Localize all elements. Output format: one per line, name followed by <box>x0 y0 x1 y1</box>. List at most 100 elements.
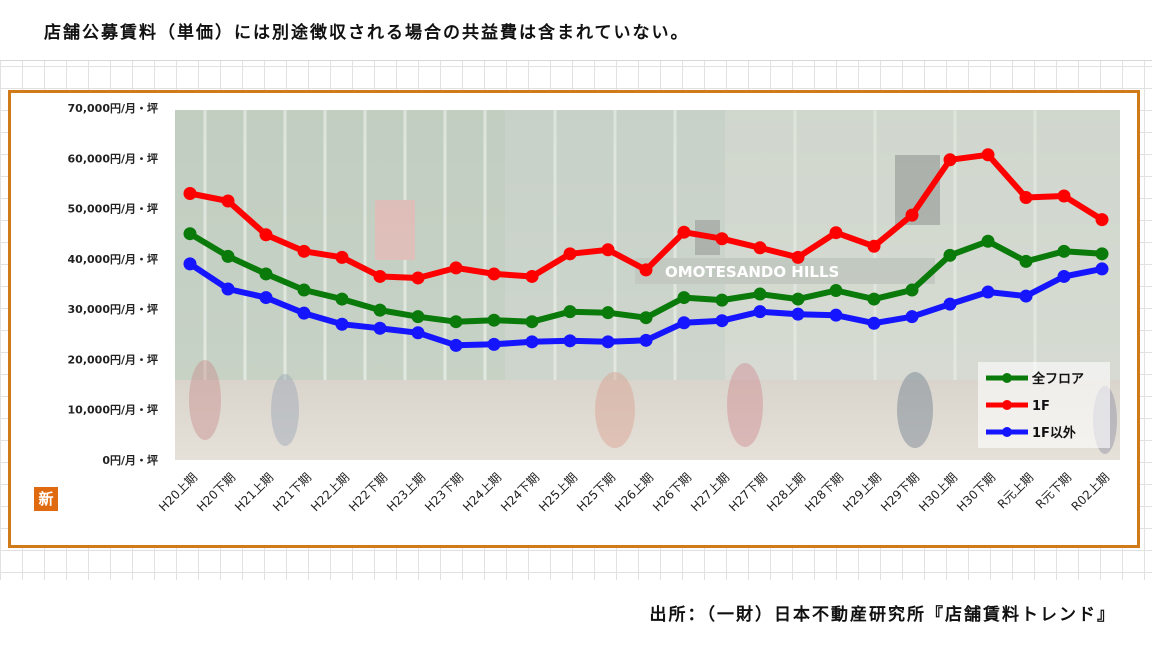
data-point <box>601 306 615 320</box>
x-tick-label: H25上期 <box>536 470 580 514</box>
legend-label: 全フロア <box>1031 371 1084 387</box>
data-point <box>905 283 919 297</box>
legend: 全フロア 1F 1F以外 <box>978 362 1110 448</box>
x-axis-labels: H20上期H20下期H21上期H21下期H22上期H22下期H23上期H23下期… <box>156 470 1112 514</box>
data-point <box>411 310 425 324</box>
data-point <box>335 292 349 306</box>
data-point <box>259 267 273 281</box>
y-tick-label: 50,000円/月・坪 <box>68 203 158 216</box>
data-point <box>905 310 919 324</box>
x-tick-label: H24下期 <box>498 470 542 514</box>
y-tick-label: 60,000円/月・坪 <box>68 152 158 165</box>
data-point <box>563 334 577 348</box>
legend-marker <box>1002 373 1012 383</box>
data-point <box>183 227 197 241</box>
data-point <box>943 248 957 262</box>
data-point <box>715 314 729 328</box>
x-tick-label: H25下期 <box>574 470 618 514</box>
y-tick-label: 70,000円/月・坪 <box>68 102 158 115</box>
data-point <box>905 208 919 222</box>
legend-marker <box>1002 400 1012 410</box>
y-tick-label: 10,000円/月・坪 <box>68 404 158 417</box>
data-point <box>829 284 843 298</box>
data-point <box>297 244 311 258</box>
data-point <box>753 305 767 319</box>
y-axis-labels: 70,000円/月・坪 60,000円/月・坪 50,000円/月・坪 40,000円… <box>68 102 158 467</box>
data-point <box>487 313 501 327</box>
data-point <box>563 247 577 261</box>
data-point <box>981 285 995 299</box>
data-point <box>411 326 425 340</box>
data-point <box>639 263 653 277</box>
data-point <box>487 267 501 281</box>
y-tick-label: 40,000円/月・坪 <box>68 253 158 266</box>
data-point <box>715 232 729 246</box>
data-point <box>1095 213 1109 227</box>
note-banner: 店舗公募賃料（単価）には別途徴収される場合の共益費は含まれていない。 <box>0 0 1152 61</box>
legend-label: 1F以外 <box>1032 425 1076 441</box>
data-point <box>449 338 463 352</box>
background-photo-art: OMOTESANDO HILLS <box>175 110 1120 460</box>
data-point <box>677 225 691 239</box>
data-point <box>829 226 843 240</box>
data-point <box>449 261 463 275</box>
data-point <box>525 315 539 329</box>
x-tick-label: H28下期 <box>802 470 846 514</box>
series-line <box>187 151 1105 281</box>
data-point <box>677 316 691 330</box>
data-point <box>335 317 349 331</box>
data-point <box>297 283 311 297</box>
data-point <box>1057 269 1071 283</box>
data-point <box>753 241 767 255</box>
data-point <box>1095 247 1109 261</box>
x-tick-label: R02上期 <box>1069 470 1113 514</box>
data-point <box>601 335 615 349</box>
data-point <box>981 234 995 248</box>
x-tick-label: H30下期 <box>954 470 998 514</box>
x-tick-label: H20下期 <box>194 470 238 514</box>
x-tick-label: H27上期 <box>688 470 732 514</box>
data-point <box>639 311 653 325</box>
data-point <box>943 297 957 311</box>
background-photo: OMOTESANDO HILLS <box>175 110 1120 460</box>
data-point <box>259 291 273 305</box>
series-line <box>187 230 1105 325</box>
data-point <box>373 269 387 283</box>
x-tick-label: H29下期 <box>878 470 922 514</box>
legend-marker <box>1002 427 1012 437</box>
data-point <box>1019 289 1033 303</box>
source-text: 出所：（一財）日本不動産研究所『店舗賃料トレンド』 <box>649 605 1116 625</box>
new-badge: 新 <box>34 487 58 511</box>
data-point <box>753 287 767 301</box>
x-tick-label: R元上期 <box>995 470 1036 511</box>
data-point <box>1019 191 1033 205</box>
data-point <box>221 282 235 296</box>
data-point <box>791 250 805 264</box>
data-point <box>1019 254 1033 268</box>
x-tick-label: H20上期 <box>156 470 200 514</box>
y-tick-label: 0円/月・坪 <box>102 454 158 467</box>
legend-label: 1F <box>1032 399 1050 414</box>
x-tick-label: H22上期 <box>308 470 352 514</box>
data-point <box>411 271 425 285</box>
data-point <box>677 291 691 305</box>
x-tick-label: H24上期 <box>460 470 504 514</box>
data-point <box>449 315 463 329</box>
data-point <box>981 148 995 162</box>
x-tick-label: H29上期 <box>840 470 884 514</box>
x-tick-label: H23下期 <box>422 470 466 514</box>
source-banner: 出所：（一財）日本不動産研究所『店舗賃料トレンド』 <box>0 580 1152 647</box>
data-point <box>601 243 615 257</box>
x-tick-label: H26下期 <box>650 470 694 514</box>
data-point <box>259 228 273 242</box>
data-point <box>829 308 843 322</box>
data-point <box>335 250 349 264</box>
data-point <box>791 292 805 306</box>
data-point <box>183 186 197 200</box>
data-point <box>715 293 729 307</box>
y-tick-label: 20,000円/月・坪 <box>68 353 158 366</box>
data-point <box>1057 244 1071 258</box>
x-tick-label: H30上期 <box>916 470 960 514</box>
x-tick-label: H22下期 <box>346 470 390 514</box>
